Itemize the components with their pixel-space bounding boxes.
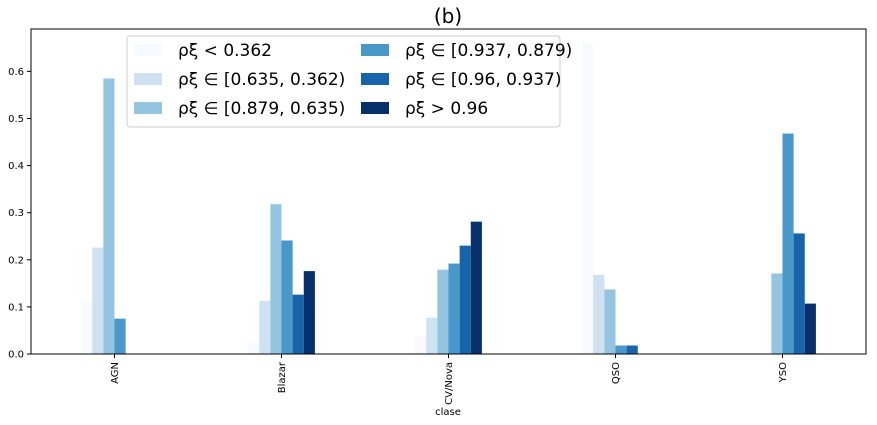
x-tick-label: CV/Nova <box>444 362 455 405</box>
legend-label: ρξ ∈ [0.635, 0.362) <box>178 70 345 90</box>
bar <box>626 345 638 354</box>
y-tick-label: 0.5 <box>8 114 24 125</box>
bar <box>582 43 594 355</box>
x-tick-label: QSO <box>611 362 622 384</box>
legend: ρξ < 0.362 ρξ ∈ [0.635, 0.362) ρξ ∈ [0.879… <box>126 35 572 128</box>
bar <box>114 318 126 354</box>
y-tick-label: 0.4 <box>8 161 24 172</box>
bar <box>448 263 460 354</box>
x-axis: AGN Blazar CV/Nova QSO YSO <box>110 354 789 405</box>
bar <box>459 245 471 354</box>
legend-swatch <box>134 102 162 114</box>
y-tick-label: 0.0 <box>8 350 24 361</box>
bar <box>415 336 427 354</box>
bar <box>259 300 271 354</box>
bar <box>292 294 304 354</box>
bar <box>804 303 816 354</box>
legend-swatch <box>361 44 389 56</box>
bar <box>248 342 260 354</box>
y-tick-label: 0.1 <box>8 302 24 313</box>
plot-frame <box>30 28 867 355</box>
y-tick-label: 0.3 <box>8 208 24 219</box>
bar <box>281 240 293 354</box>
legend-swatch <box>361 73 389 85</box>
bar <box>437 269 449 354</box>
bar <box>92 247 104 354</box>
legend-swatch <box>134 73 162 85</box>
bar <box>270 204 282 354</box>
legend-label: ρξ ∈ [0.96, 0.937) <box>405 70 561 90</box>
x-tick-label: Blazar <box>277 361 288 393</box>
bar <box>426 317 438 354</box>
bar <box>81 301 93 354</box>
x-tick-label: AGN <box>110 362 121 384</box>
bar <box>470 221 482 354</box>
legend-label: ρξ ∈ [0.879, 0.635) <box>178 99 345 119</box>
bar <box>303 271 315 354</box>
bar <box>793 233 805 354</box>
x-axis-label: clase <box>435 407 461 418</box>
bar <box>103 78 115 355</box>
legend-frame <box>126 35 561 128</box>
legend-swatch <box>134 44 162 56</box>
legend-label: ρξ > 0.96 <box>405 99 488 119</box>
legend-label: ρξ ∈ [0.937, 0.879) <box>405 41 572 61</box>
bar <box>604 289 616 354</box>
chart-title: (b) <box>434 4 462 28</box>
bar <box>771 273 783 354</box>
legend-label: ρξ < 0.362 <box>178 41 272 61</box>
y-axis: 0.0 0.1 0.2 0.3 0.4 0.5 0.6 <box>8 67 31 361</box>
x-tick-label: YSO <box>778 362 789 383</box>
y-tick-label: 0.2 <box>8 255 24 266</box>
bar <box>782 133 794 354</box>
legend-swatch <box>361 102 389 114</box>
y-tick-label: 0.6 <box>8 67 24 78</box>
bar <box>615 345 627 354</box>
bar <box>593 274 605 354</box>
plot-area <box>81 43 816 355</box>
